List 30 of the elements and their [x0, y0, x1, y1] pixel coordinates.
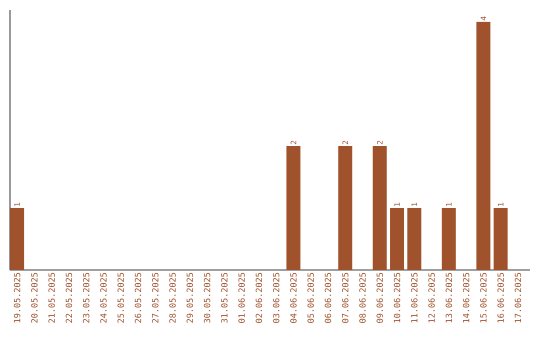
x-tick-label: 28.05.2025 — [169, 272, 176, 323]
x-tick-label: 27.05.2025 — [152, 272, 158, 323]
x-tick-label: 13.06.2025 — [446, 272, 452, 322]
x-tick-label: 14.06.2025 — [462, 272, 470, 322]
x-tick-label: 08.06.2025 — [359, 272, 366, 323]
x-tick-label: 20.05.2025 — [31, 272, 38, 323]
x-tick-label: 05.06.2025 — [307, 272, 314, 323]
x-tick-label: 01.06.2025 — [238, 272, 245, 323]
x-tick-label: 10.06.2025 — [394, 272, 400, 322]
x-tick-label: 04.06.2025 — [290, 272, 297, 323]
x-tick-label: 17.06.2025 — [514, 272, 522, 322]
x-tick-label: 23.05.2025 — [82, 272, 90, 323]
x-tick-label: 19.05.2025 — [14, 272, 20, 322]
x-tick-label: 30.05.2025 — [204, 272, 210, 323]
x-tick-label: 03.06.2025 — [272, 272, 280, 323]
x-tick-label: 02.06.2025 — [256, 272, 262, 323]
x-tick-label: 07.06.2025 — [342, 272, 348, 323]
x-tick-label: 15.06.2025 — [480, 272, 487, 322]
x-tick-label: 21.05.2025 — [48, 272, 55, 323]
x-tick-label: 09.06.2025 — [376, 272, 383, 323]
x-tick-label: 22.05.2025 — [66, 272, 72, 323]
x-tick-label: 26.05.2025 — [134, 272, 142, 323]
x-tick-label: 31.05.2025 — [221, 272, 228, 323]
x-tick-label: 24.05.2025 — [100, 272, 107, 323]
x-tick-label: 29.05.2025 — [186, 272, 194, 323]
x-tick-label: 11.06.2025 — [411, 272, 418, 322]
x-tick-label: 16.06.2025 — [497, 272, 504, 322]
x-tick-label: 25.05.2025 — [117, 272, 124, 323]
x-tick-label: 12.06.2025 — [428, 272, 435, 322]
x-tick-label: 06.06.2025 — [324, 272, 332, 323]
